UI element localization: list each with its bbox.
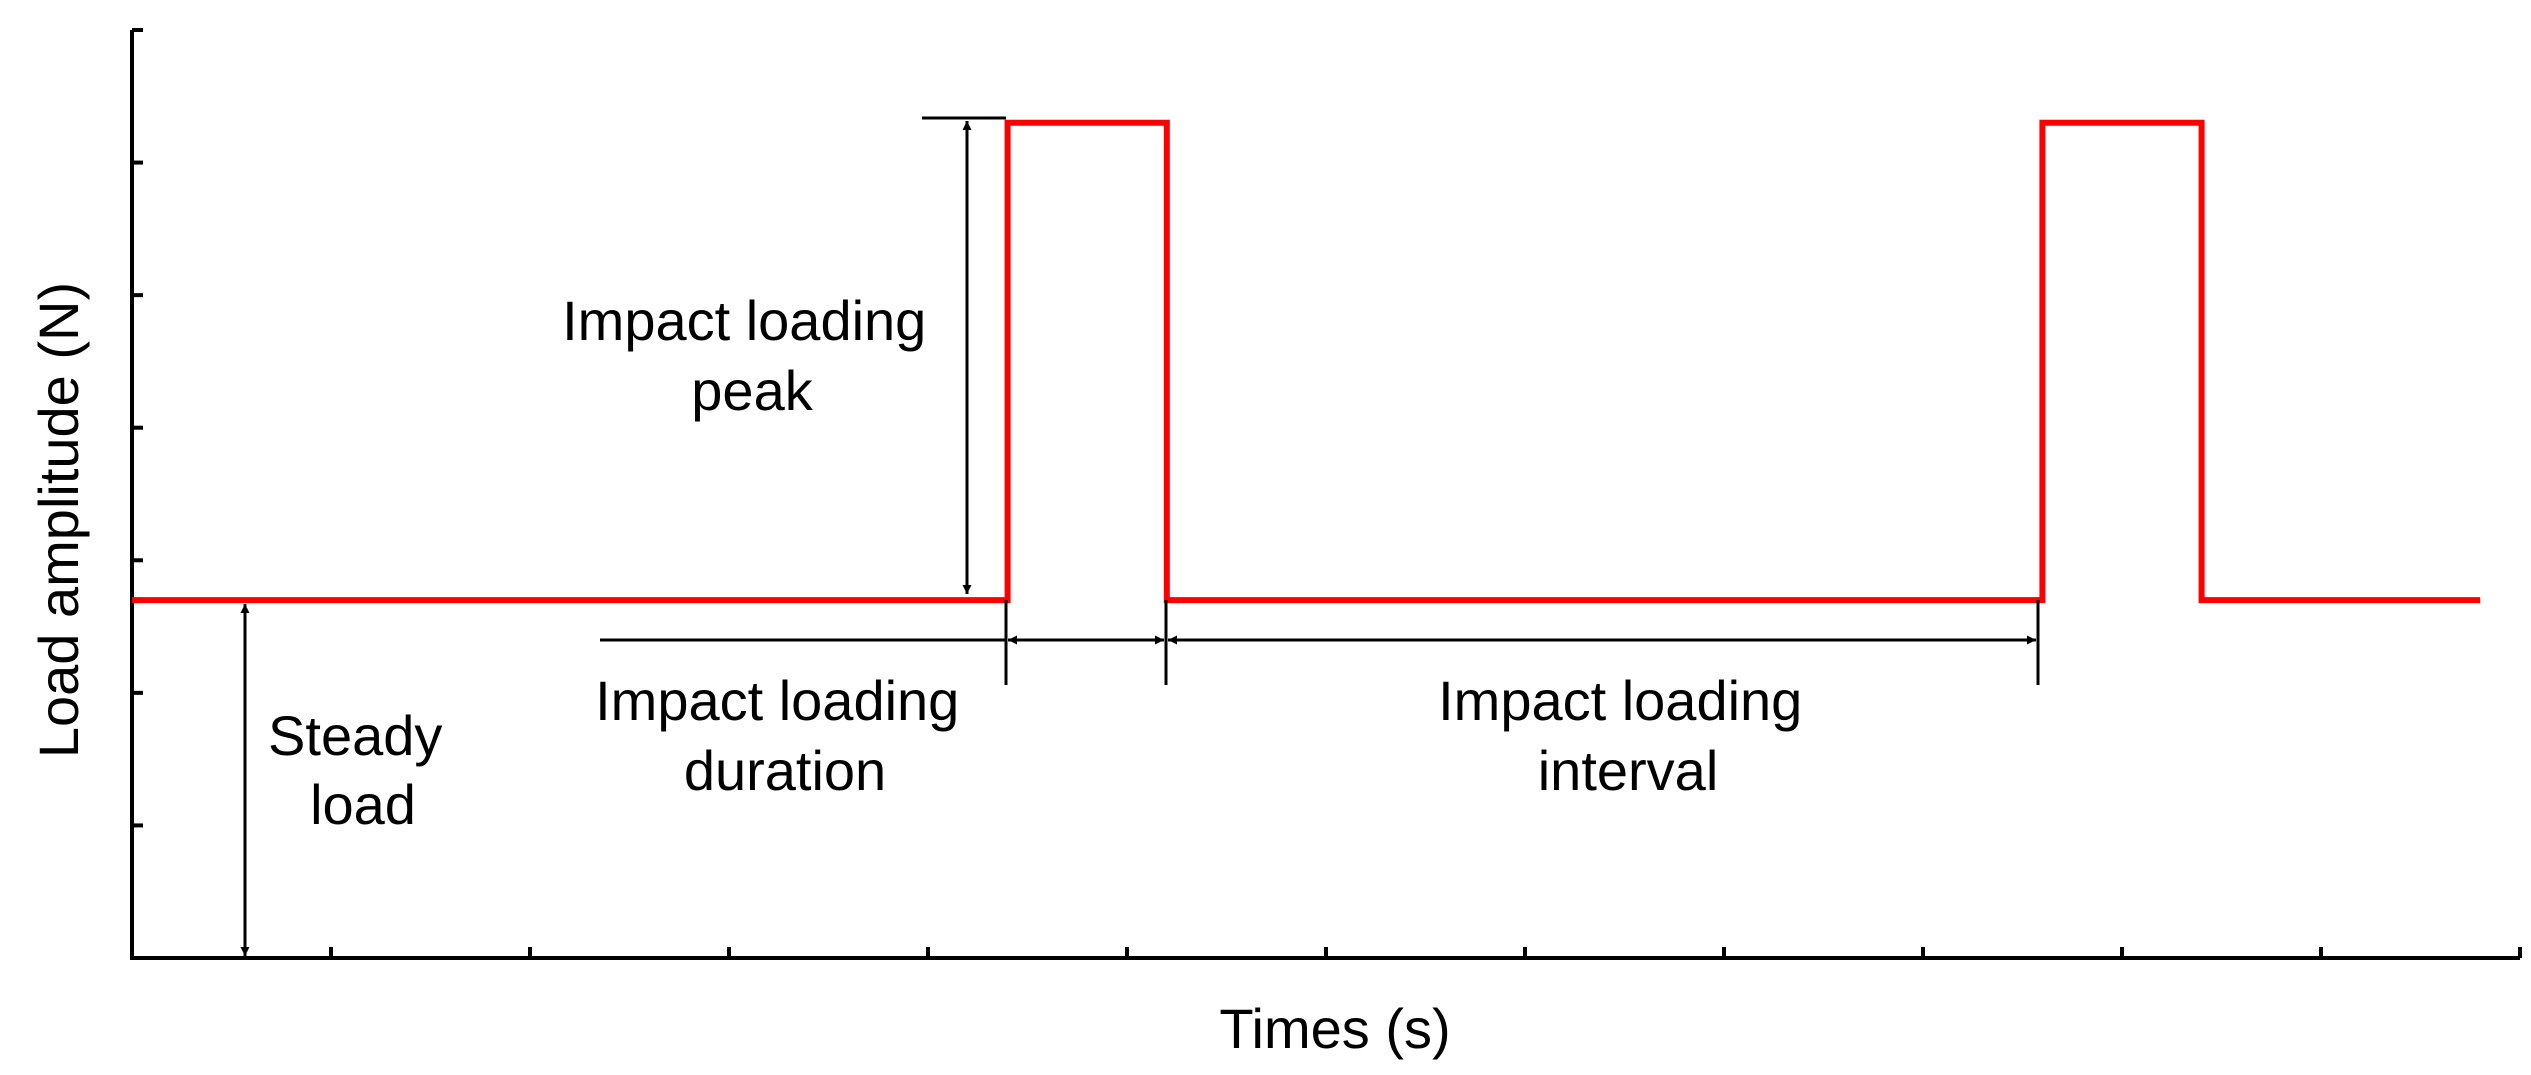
- x-axis-title: Times (s): [1219, 997, 1450, 1060]
- y-axis-title: Load amplitude (N): [27, 282, 90, 758]
- impact-peak-label: Impact loading peak: [562, 289, 942, 422]
- steady-load-label-line2: load: [310, 773, 416, 836]
- x-ticks: [329, 947, 2522, 958]
- y-ticks: [132, 28, 143, 828]
- impact-interval-label-line1: Impact loading: [1438, 669, 1802, 732]
- impact-peak-label-line1: Impact loading: [562, 289, 926, 352]
- impact-interval-label: Impact loading interval: [1438, 669, 1818, 802]
- steady-load-label: Steady load: [268, 704, 458, 836]
- impact-duration-label: Impact loading duration: [595, 669, 975, 802]
- load-series-line: [132, 119, 2481, 604]
- steady-load-label-line1: Steady: [268, 704, 442, 767]
- impact-interval-label-line2: interval: [1538, 739, 1719, 802]
- impact-duration-label-line1: Impact loading: [595, 669, 959, 732]
- impact-duration-label-line2: duration: [684, 739, 886, 802]
- impact-peak-label-line2: peak: [691, 359, 813, 422]
